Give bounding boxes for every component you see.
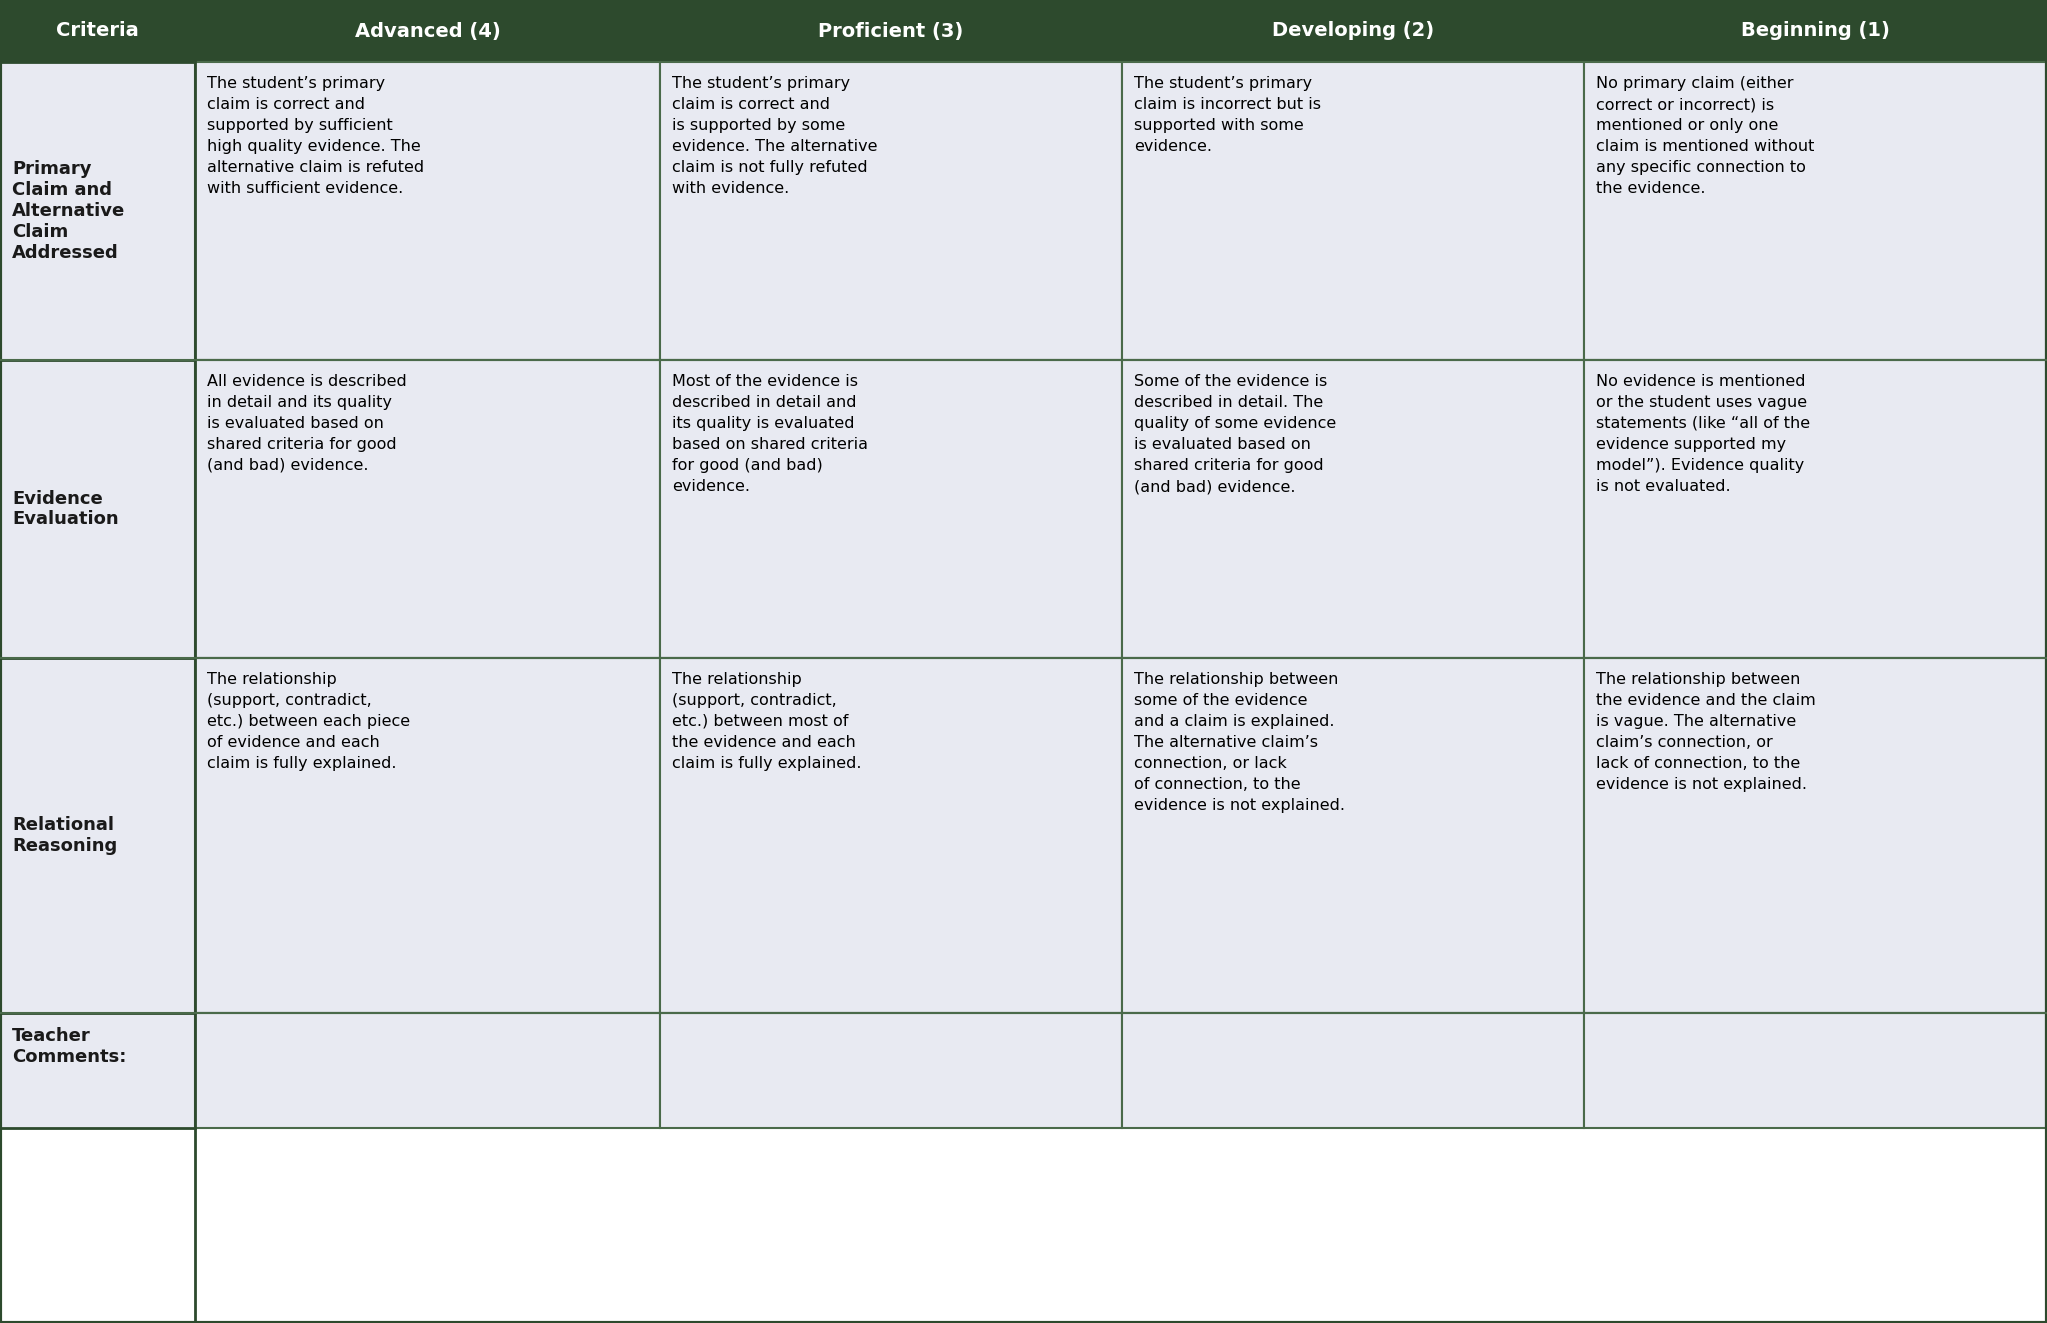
Bar (659, 1013, 1122, 1129)
Text: The student’s primary
claim is correct and
supported by sufficient
high quality : The student’s primary claim is correct a… (207, 75, 424, 196)
Bar (1584, 62, 2047, 360)
Text: Advanced (4): Advanced (4) (354, 21, 499, 41)
Bar (0, 62, 194, 360)
Bar (1122, 0, 1584, 62)
Text: Relational
Reasoning: Relational Reasoning (12, 816, 117, 855)
Text: The student’s primary
claim is incorrect but is
supported with some
evidence.: The student’s primary claim is incorrect… (1134, 75, 1320, 153)
Bar (194, 1013, 659, 1129)
Bar (1584, 658, 2047, 1013)
Bar (1122, 1013, 1584, 1129)
Text: The relationship between
the evidence and the claim
is vague. The alternative
cl: The relationship between the evidence an… (1597, 672, 1816, 792)
Bar (0, 360, 194, 658)
Text: Criteria: Criteria (55, 21, 139, 41)
Bar (194, 658, 659, 1013)
Text: Evidence
Evaluation: Evidence Evaluation (12, 490, 119, 528)
Text: Proficient (3): Proficient (3) (819, 21, 964, 41)
Text: No evidence is mentioned
or the student uses vague
statements (like “all of the
: No evidence is mentioned or the student … (1597, 374, 1810, 493)
Bar (0, 658, 194, 1013)
Bar (659, 658, 1122, 1013)
Text: Teacher
Comments:: Teacher Comments: (12, 1027, 127, 1066)
Text: All evidence is described
in detail and its quality
is evaluated based on
shared: All evidence is described in detail and … (207, 374, 407, 474)
Bar (659, 360, 1122, 658)
Text: The relationship
(support, contradict,
etc.) between most of
the evidence and ea: The relationship (support, contradict, e… (671, 672, 862, 771)
Text: Beginning (1): Beginning (1) (1740, 21, 1889, 41)
Text: Developing (2): Developing (2) (1271, 21, 1435, 41)
Bar (1122, 658, 1584, 1013)
Bar (194, 0, 659, 62)
Bar (194, 62, 659, 360)
Bar (0, 1013, 194, 1129)
Bar (194, 360, 659, 658)
Text: Primary
Claim and
Alternative
Claim
Addressed: Primary Claim and Alternative Claim Addr… (12, 160, 125, 262)
Bar (1584, 360, 2047, 658)
Bar (1122, 360, 1584, 658)
Bar (1584, 1013, 2047, 1129)
Text: The student’s primary
claim is correct and
is supported by some
evidence. The al: The student’s primary claim is correct a… (671, 75, 878, 196)
Text: Most of the evidence is
described in detail and
its quality is evaluated
based o: Most of the evidence is described in det… (671, 374, 868, 493)
Bar (0, 0, 194, 62)
Bar (659, 0, 1122, 62)
Text: The relationship
(support, contradict,
etc.) between each piece
of evidence and : The relationship (support, contradict, e… (207, 672, 409, 771)
Text: The relationship between
some of the evidence
and a claim is explained.
The alte: The relationship between some of the evi… (1134, 672, 1345, 814)
Bar (1122, 62, 1584, 360)
Bar (1584, 0, 2047, 62)
Text: No primary claim (either
correct or incorrect) is
mentioned or only one
claim is: No primary claim (either correct or inco… (1597, 75, 1814, 196)
Bar (659, 62, 1122, 360)
Text: Some of the evidence is
described in detail. The
quality of some evidence
is eva: Some of the evidence is described in det… (1134, 374, 1337, 493)
